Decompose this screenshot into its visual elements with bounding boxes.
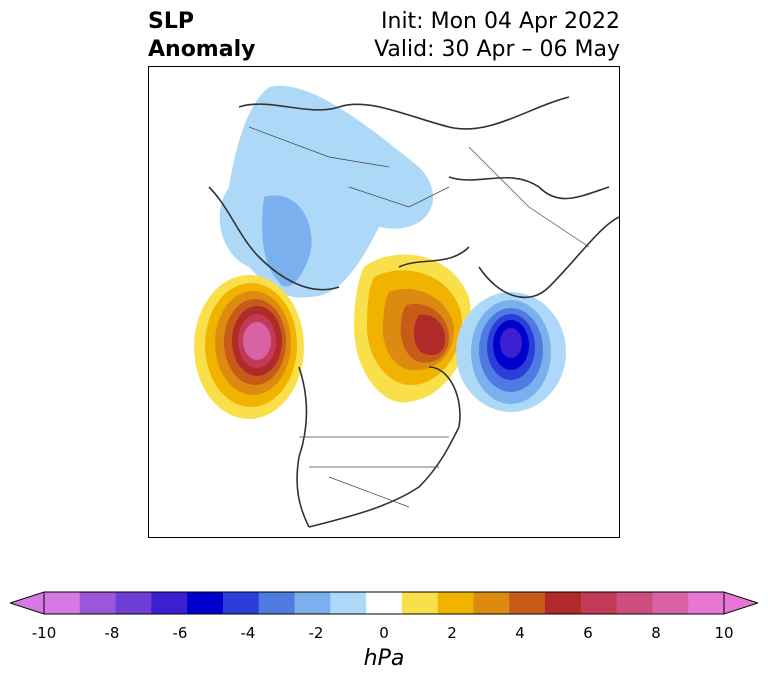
colorbar-tick-label: 2 — [447, 624, 457, 642]
colorbar-cell — [115, 592, 152, 614]
init-date: Init: Mon 04 Apr 2022 — [381, 9, 620, 34]
colorbar-cell — [222, 592, 260, 614]
map-svg — [194, 85, 619, 528]
negative-anomaly-atlantic — [456, 292, 566, 412]
colorbar-tick-label: -10 — [31, 624, 57, 642]
colorbar-cell — [580, 592, 618, 614]
colorbar-cell — [294, 592, 331, 614]
colorbar-cell — [79, 592, 117, 614]
title-line-2: Anomaly — [148, 37, 256, 62]
colorbar-extend-min — [10, 592, 44, 614]
colorbar-cell — [473, 592, 510, 614]
map-panel — [148, 66, 620, 538]
colorbar-cell — [187, 592, 224, 614]
colorbar-cell — [44, 592, 81, 614]
colorbar — [10, 591, 758, 615]
colorbar-tick-label: -8 — [104, 624, 120, 642]
colorbar-cell — [151, 592, 188, 614]
coastlines — [208, 96, 619, 528]
colorbar-tick-label: 6 — [583, 624, 593, 642]
colorbar-tick-label: -6 — [172, 624, 188, 642]
colorbar-cell — [652, 592, 689, 614]
positive-anomaly-arctic — [354, 254, 471, 403]
colorbar-cell — [688, 592, 725, 614]
colorbar-tick-label: 10 — [714, 624, 734, 642]
colorbar-extend-max — [724, 592, 758, 614]
valid-range: Valid: 30 Apr – 06 May — [374, 37, 620, 62]
colorbar-cell — [437, 592, 474, 614]
title-line-1: SLP — [148, 9, 194, 34]
map-title: SLP Anomaly — [148, 8, 255, 64]
positive-anomaly-north-pacific — [194, 275, 304, 419]
colorbar-tick-label: 4 — [515, 624, 525, 642]
colorbar-tick-label: -4 — [240, 624, 256, 642]
colorbar-cell — [366, 592, 403, 614]
colorbar-cell — [258, 592, 296, 614]
negative-anomaly-eurasia — [219, 85, 434, 298]
map-dates: Init: Mon 04 Apr 2022 Valid: 30 Apr – 06… — [374, 8, 620, 64]
colorbar-cell — [330, 592, 367, 614]
colorbar-tick-label: -2 — [308, 624, 324, 642]
colorbar-cell — [401, 592, 439, 614]
colorbar-cell — [545, 592, 582, 614]
borders — [248, 126, 590, 508]
colorbar-cell — [509, 592, 546, 614]
colorbar-tick-label: 8 — [651, 624, 661, 642]
colorbar-tick-label: 0 — [379, 624, 389, 642]
colorbar-units: hPa — [363, 646, 405, 671]
colorbar-cell — [616, 592, 653, 614]
